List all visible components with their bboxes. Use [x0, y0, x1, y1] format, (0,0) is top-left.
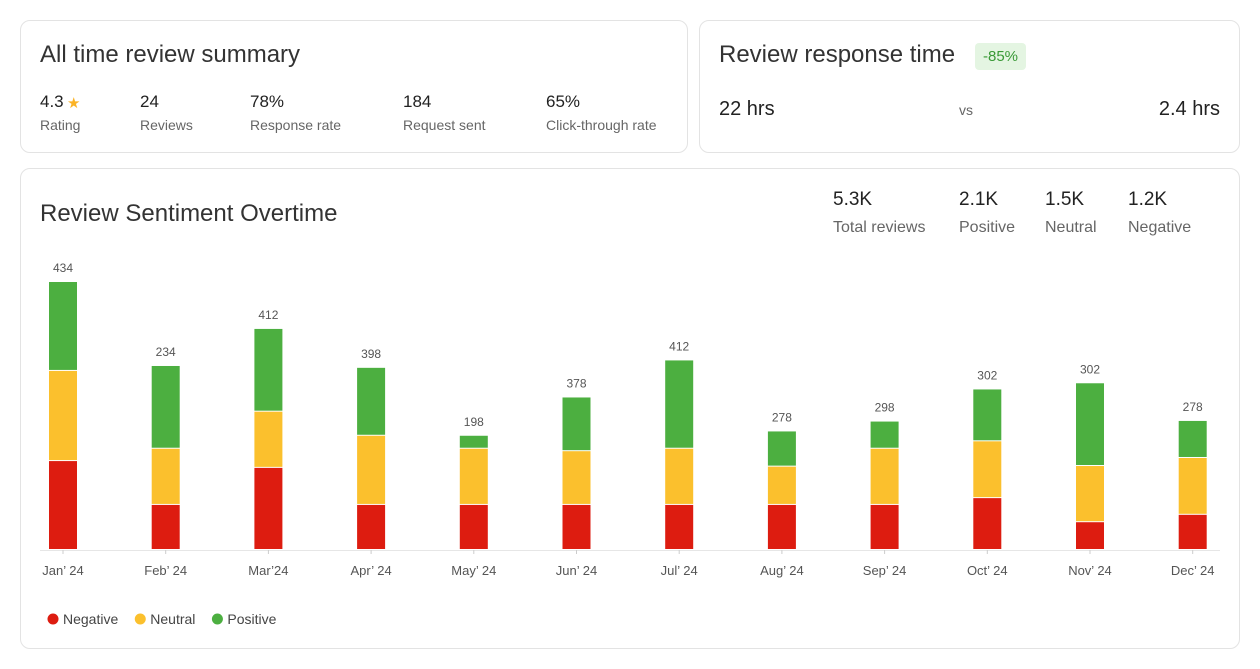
total-label: 198 — [464, 415, 484, 429]
total-label: 278 — [772, 410, 792, 424]
bar-segment — [973, 389, 1002, 441]
bar-segment — [973, 441, 1002, 498]
x-tick-label: Mar’24 — [248, 563, 288, 578]
total-label: 412 — [258, 308, 278, 322]
legend-swatch — [211, 613, 223, 625]
bar-segment — [665, 504, 694, 549]
bar-segment — [562, 504, 591, 549]
bar-segment — [870, 504, 899, 549]
chart: 434 Jan’ 24 234 Feb’ 24 412 Mar’24 398 Apr’ 24 1… — [40, 261, 1220, 627]
bar-segment — [357, 504, 386, 549]
bar-segment — [1076, 522, 1104, 549]
stat-value: 5.3K — [833, 189, 873, 210]
bar-segment — [1178, 514, 1207, 549]
bar-segment — [973, 498, 1002, 549]
bar-segment — [870, 448, 899, 504]
bar-segment — [49, 370, 77, 461]
legend-label: Negative — [63, 611, 118, 627]
x-tick-label: Jun’ 24 — [556, 563, 597, 578]
total-label: 398 — [361, 347, 381, 361]
legend-swatch — [134, 613, 146, 625]
stat-label: Request sent — [403, 117, 486, 133]
bar-segment — [357, 367, 386, 435]
bar-segment — [49, 282, 77, 370]
bar-segment — [562, 451, 591, 504]
bar-segment — [562, 397, 591, 451]
x-tick-label: Jul’ 24 — [661, 563, 698, 578]
bar-segment — [1178, 420, 1207, 457]
stat-value: 1.5K — [1045, 189, 1085, 210]
bar-segment — [1178, 457, 1207, 514]
stat-label: Response rate — [250, 117, 342, 133]
bar-segment — [357, 435, 386, 504]
stat-label: Reviews — [140, 117, 193, 133]
total-label: 412 — [669, 339, 689, 353]
badge: -85% — [975, 43, 1027, 70]
bar-segment — [254, 411, 283, 467]
total-label: 302 — [1080, 362, 1100, 376]
response-card: Review response time -85% 22 hrs vs 2.4 … — [699, 20, 1240, 153]
stat-value: 2.1K — [959, 189, 999, 210]
stat-value: 65% — [546, 92, 581, 111]
total-label: 234 — [156, 345, 176, 359]
stat-label: Negative — [1128, 219, 1192, 236]
x-tick-label: Aug’ 24 — [760, 563, 804, 578]
stat-label: Click-through rate — [546, 117, 657, 133]
bar-segment — [459, 504, 488, 549]
x-tick-label: Apr’ 24 — [350, 563, 391, 578]
chart-title: Review Sentiment Overtime — [40, 200, 338, 227]
bar-segment — [151, 365, 180, 448]
stat-label: Neutral — [1045, 219, 1097, 236]
stat-value: 78% — [250, 92, 285, 111]
bar-segment — [254, 467, 283, 549]
stat-value: 4.3 — [40, 92, 64, 111]
bar-segment — [459, 435, 488, 448]
legend-label: Positive — [227, 611, 276, 627]
chart-card: Review Sentiment Overtime 5.3K Total revi… — [20, 168, 1240, 649]
after-time: 2.4 hrs — [1158, 98, 1220, 120]
bar-segment — [767, 504, 796, 549]
before-time: 22 hrs — [719, 98, 775, 120]
star-icon: ★ — [67, 95, 81, 112]
bar-segment — [151, 504, 180, 549]
total-label: 302 — [977, 368, 997, 382]
bar-segment — [49, 461, 77, 549]
vs-label: vs — [959, 102, 973, 118]
summary-card: All time review summary 4.3 ★ Rating 24 Revi… — [20, 20, 688, 153]
x-tick-label: Sep’ 24 — [863, 563, 907, 578]
x-tick-label: Dec’ 24 — [1171, 563, 1215, 578]
card-title: Review response time — [719, 41, 956, 68]
x-tick-label: Jan’ 24 — [42, 563, 83, 578]
bar-segment — [665, 360, 694, 448]
bar-segment — [254, 328, 283, 411]
x-tick-label: Oct’ 24 — [967, 563, 1008, 578]
x-tick-label: Feb’ 24 — [144, 563, 187, 578]
stat-value: 24 — [140, 92, 159, 111]
stat-label: Total reviews — [833, 219, 926, 236]
bar-segment — [665, 448, 694, 504]
stat-label: Positive — [959, 219, 1016, 236]
bar-segment — [767, 466, 796, 504]
x-tick-label: Nov’ 24 — [1068, 563, 1112, 578]
card-title: All time review summary — [40, 41, 301, 68]
x-tick-label: May’ 24 — [451, 563, 496, 578]
total-label: 434 — [53, 261, 73, 275]
total-label: 378 — [566, 376, 586, 390]
bar-segment — [1076, 383, 1104, 466]
total-label: 278 — [1183, 400, 1203, 414]
stat-value: 184 — [403, 92, 432, 111]
stat-value: 1.2K — [1128, 189, 1168, 210]
bar-segment — [151, 448, 180, 504]
legend-swatch — [47, 613, 59, 625]
bar-segment — [767, 431, 796, 466]
bar-segment — [459, 448, 488, 504]
bar-segment — [870, 421, 899, 448]
bar-segment — [1076, 466, 1104, 522]
legend-label: Neutral — [150, 611, 195, 627]
total-label: 298 — [875, 401, 895, 415]
stat-label: Rating — [40, 117, 81, 133]
